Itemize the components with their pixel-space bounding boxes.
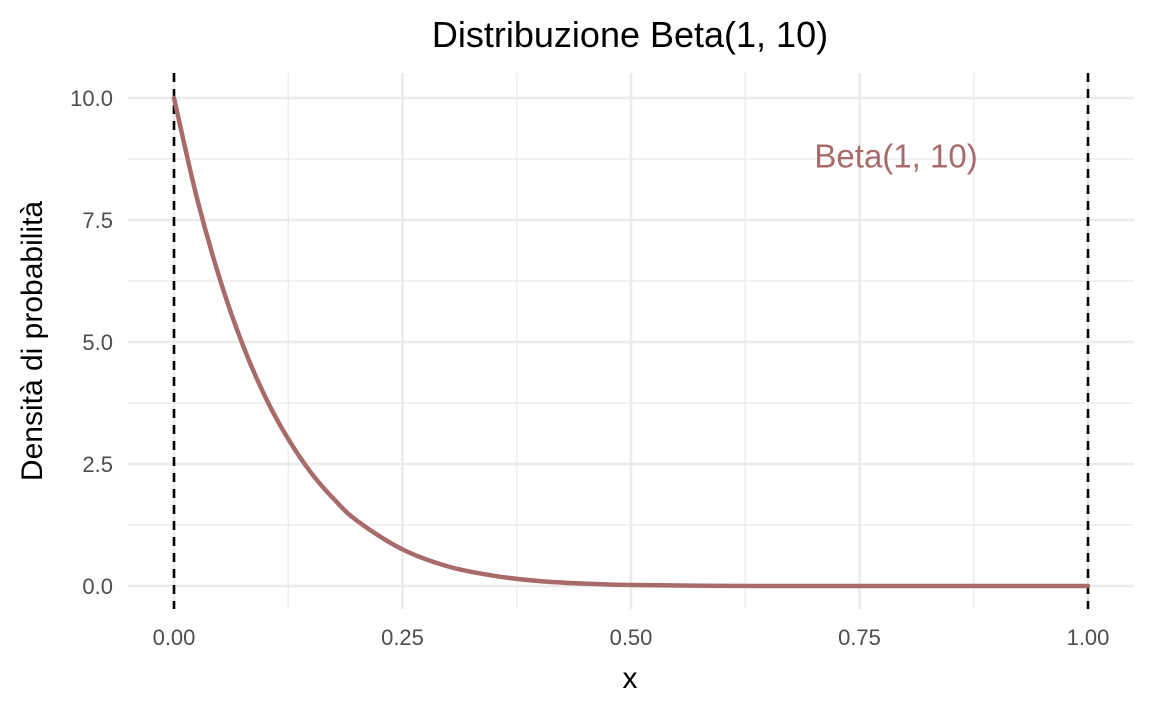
x-tick-label: 0.75 <box>838 625 881 650</box>
y-tick-label: 5.0 <box>82 330 113 355</box>
density-curve <box>171 95 1091 589</box>
series-layer <box>171 95 1091 589</box>
y-axis-title: Densità di probabilità <box>16 201 49 481</box>
x-axis-title: x <box>623 662 638 695</box>
y-tick-label: 2.5 <box>82 452 113 477</box>
annotation-layer: Beta(1, 10) <box>814 138 977 175</box>
y-tick-label: 0.0 <box>82 574 113 599</box>
chart-title: Distribuzione Beta(1, 10) <box>432 14 828 55</box>
x-tick-label: 1.00 <box>1067 625 1110 650</box>
x-tick-label: 0.50 <box>610 625 653 650</box>
x-tick-label: 0.00 <box>153 625 196 650</box>
x-axis-ticks: 0.00 0.25 0.50 0.75 1.00 <box>153 625 1110 650</box>
curve-annotation-label: Beta(1, 10) <box>814 138 977 175</box>
y-tick-label: 10.0 <box>70 86 113 111</box>
plot-grid <box>128 73 1134 609</box>
y-tick-label: 7.5 <box>82 208 113 233</box>
y-axis-ticks: 0.0 2.5 5.0 7.5 10.0 <box>70 86 113 599</box>
x-tick-label: 0.25 <box>381 625 424 650</box>
